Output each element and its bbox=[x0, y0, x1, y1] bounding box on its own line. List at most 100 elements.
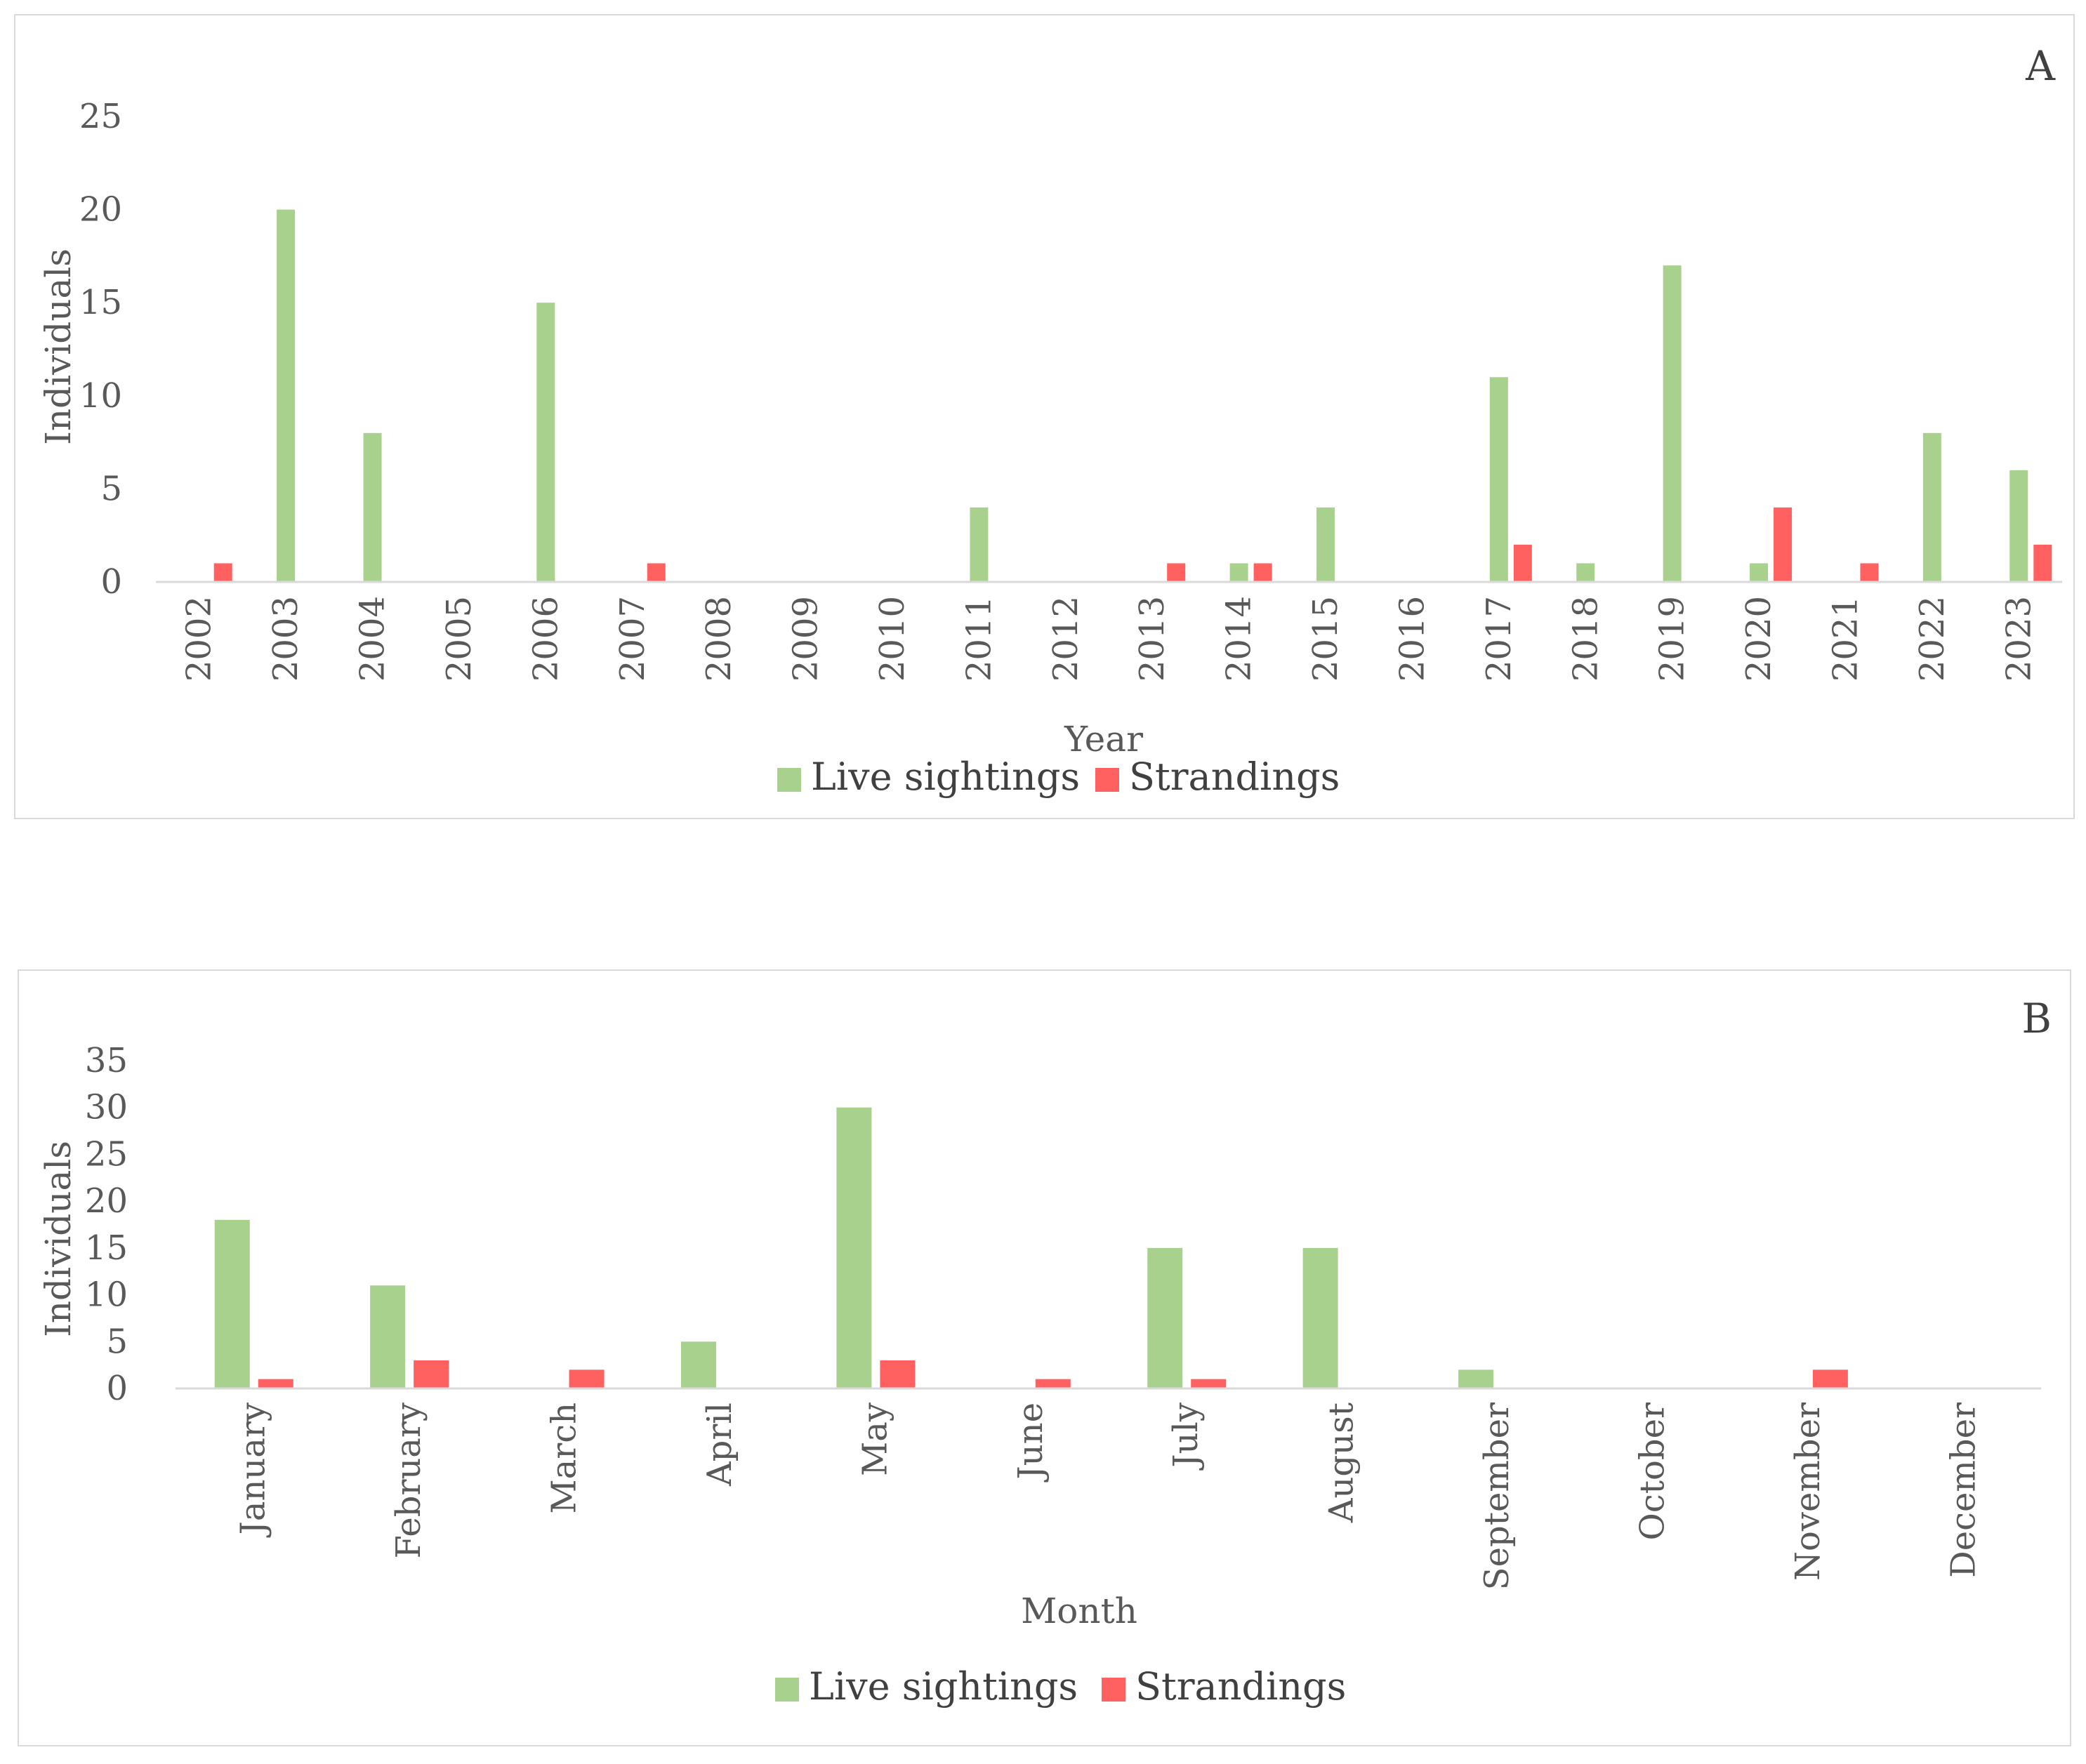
x-tick-label-a: 2016 bbox=[1392, 596, 1432, 682]
x-tick-label-a: 2009 bbox=[786, 596, 826, 682]
bar-live-sightings-b bbox=[680, 1341, 716, 1388]
x-tick-label-b: February bbox=[389, 1402, 428, 1558]
y-tick-label-b: 25 bbox=[85, 1134, 128, 1174]
legend-swatch-live-b bbox=[775, 1678, 799, 1702]
x-tick-label-b: October bbox=[1632, 1402, 1672, 1541]
chart-panel-b: B Individuals Month Live sightings Stran… bbox=[18, 969, 2071, 1746]
x-tick-label-b: December bbox=[1943, 1402, 1983, 1578]
x-tick-label-a: 2019 bbox=[1653, 596, 1692, 682]
y-tick-label-a: 20 bbox=[79, 190, 122, 230]
y-tick-label-a: 0 bbox=[100, 562, 122, 602]
x-tick-label-a: 2023 bbox=[1999, 596, 2038, 682]
bar-strandings-b bbox=[414, 1360, 449, 1388]
legend-swatch-live-a bbox=[777, 768, 801, 792]
x-tick-label-b: July bbox=[1166, 1402, 1206, 1471]
y-tick-label-b: 20 bbox=[85, 1181, 128, 1221]
x-tick-label-a: 2008 bbox=[699, 596, 739, 682]
bar-live-sightings-a bbox=[1663, 265, 1682, 582]
x-tick-label-a: 2018 bbox=[1566, 596, 1605, 682]
x-tick-label-a: 2020 bbox=[1739, 596, 1778, 682]
bar-strandings-b bbox=[880, 1360, 916, 1388]
x-tick-label-a: 2022 bbox=[1913, 596, 1952, 682]
bar-live-sightings-a bbox=[363, 432, 382, 582]
x-tick-label-a: 2002 bbox=[180, 596, 219, 682]
x-tick-label-a: 2012 bbox=[1046, 596, 1085, 682]
x-tick-label-a: 2011 bbox=[959, 596, 998, 682]
y-axis-title-b: Individuals bbox=[38, 1141, 79, 1337]
y-tick-label-b: 5 bbox=[106, 1322, 128, 1361]
y-tick-label-b: 35 bbox=[85, 1041, 128, 1080]
bar-strandings-a bbox=[213, 563, 232, 582]
bar-strandings-b bbox=[1812, 1370, 1848, 1388]
bar-live-sightings-a bbox=[1750, 563, 1769, 582]
chart-b-svg: B Individuals Month Live sightings Stran… bbox=[38, 995, 2052, 1709]
y-tick-label-b: 15 bbox=[85, 1228, 128, 1268]
bar-strandings-b bbox=[1035, 1379, 1071, 1388]
x-tick-label-b: January bbox=[234, 1402, 273, 1538]
bar-live-sightings-a bbox=[970, 507, 989, 582]
x-tick-label-b: March bbox=[545, 1402, 584, 1514]
legend-swatch-strand-b bbox=[1102, 1678, 1125, 1702]
panel-label-b: B bbox=[2021, 995, 2052, 1042]
bar-live-sightings-b bbox=[370, 1285, 406, 1388]
bar-strandings-a bbox=[647, 563, 666, 582]
y-tick-label-b: 30 bbox=[85, 1088, 128, 1127]
x-tick-label-a: 2013 bbox=[1133, 596, 1172, 682]
bar-live-sightings-b bbox=[1147, 1247, 1183, 1388]
bar-strandings-a bbox=[1774, 507, 1793, 582]
x-tick-label-b: September bbox=[1477, 1402, 1517, 1590]
bar-live-sightings-a bbox=[1229, 563, 1248, 582]
x-tick-label-b: August bbox=[1322, 1402, 1361, 1523]
y-tick-label-b: 10 bbox=[85, 1275, 128, 1315]
bar-live-sightings-a bbox=[1922, 432, 1941, 582]
panel-label-a: A bbox=[2025, 42, 2056, 90]
x-tick-label-a: 2005 bbox=[440, 596, 479, 682]
x-tick-label-a: 2015 bbox=[1306, 596, 1345, 682]
y-tick-label-b: 0 bbox=[106, 1369, 128, 1408]
legend-swatch-strand-a bbox=[1095, 768, 1119, 792]
bar-live-sightings-b bbox=[1458, 1370, 1494, 1388]
chart-panel-a: A Individuals Year Live sightings Strand… bbox=[14, 14, 2075, 819]
bar-strandings-a bbox=[1167, 563, 1186, 582]
x-axis-title-b: Month bbox=[1021, 1591, 1137, 1631]
x-tick-label-a: 2021 bbox=[1826, 596, 1865, 682]
bar-strandings-a bbox=[1253, 563, 1272, 582]
bar-live-sightings-b bbox=[214, 1219, 250, 1388]
bar-live-sightings-a bbox=[1489, 377, 1508, 582]
y-tick-label-a: 25 bbox=[79, 97, 122, 136]
y-axis-title-a: Individuals bbox=[38, 248, 79, 445]
bar-strandings-b bbox=[1191, 1379, 1227, 1388]
bar-live-sightings-a bbox=[2009, 470, 2028, 582]
bar-live-sightings-b bbox=[1302, 1247, 1338, 1388]
x-tick-label-a: 2006 bbox=[526, 596, 565, 682]
bar-live-sightings-a bbox=[277, 209, 296, 583]
x-tick-label-a: 2010 bbox=[873, 596, 912, 682]
legend-label-live-a: Live sightings bbox=[811, 755, 1080, 799]
bar-live-sightings-a bbox=[1316, 507, 1335, 582]
bar-live-sightings-b bbox=[836, 1107, 872, 1388]
x-tick-label-a: 2004 bbox=[353, 596, 392, 682]
legend-label-strand-a: Strandings bbox=[1129, 755, 1340, 799]
x-tick-label-a: 2014 bbox=[1220, 596, 1259, 682]
bar-strandings-b bbox=[258, 1379, 293, 1388]
bar-live-sightings-a bbox=[536, 303, 555, 582]
bar-strandings-a bbox=[1860, 563, 1879, 582]
y-tick-label-a: 5 bbox=[100, 469, 122, 508]
x-tick-label-b: April bbox=[700, 1402, 739, 1487]
bar-strandings-a bbox=[2033, 544, 2052, 582]
bar-live-sightings-a bbox=[1576, 563, 1595, 582]
x-tick-label-a: 2007 bbox=[613, 596, 652, 682]
y-tick-label-a: 15 bbox=[79, 283, 122, 322]
x-tick-label-a: 2017 bbox=[1479, 596, 1519, 682]
legend-label-strand-b: Strandings bbox=[1135, 1664, 1346, 1709]
bar-strandings-a bbox=[1513, 544, 1532, 582]
x-axis-title-a: Year bbox=[1064, 719, 1143, 760]
x-tick-label-b: November bbox=[1788, 1402, 1828, 1581]
bar-strandings-b bbox=[569, 1370, 605, 1388]
y-tick-label-a: 10 bbox=[79, 376, 122, 416]
legend-label-live-b: Live sightings bbox=[809, 1664, 1078, 1709]
x-tick-label-b: May bbox=[855, 1402, 895, 1476]
x-tick-label-a: 2003 bbox=[266, 596, 305, 682]
x-tick-label-b: June bbox=[1011, 1402, 1050, 1483]
chart-a-svg: A Individuals Year Live sightings Strand… bbox=[38, 42, 2062, 799]
